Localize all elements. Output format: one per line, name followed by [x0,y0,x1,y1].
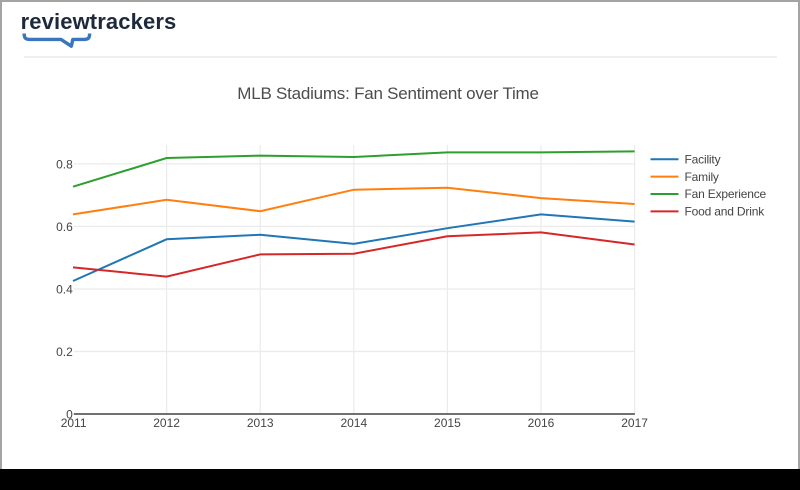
svg-text:0.4: 0.4 [56,282,73,296]
svg-text:2016: 2016 [528,416,555,430]
svg-text:2013: 2013 [247,416,274,430]
svg-text:0.8: 0.8 [56,157,73,171]
svg-text:0: 0 [66,408,73,422]
svg-text:Food and Drink: Food and Drink [685,205,766,219]
svg-text:2011: 2011 [61,416,87,430]
svg-text:2012: 2012 [153,416,180,430]
svg-text:Family: Family [685,170,719,184]
svg-text:2014: 2014 [340,416,367,430]
svg-text:2017: 2017 [621,416,648,430]
svg-text:0.6: 0.6 [56,220,73,234]
svg-text:2015: 2015 [434,416,461,430]
svg-text:0.2: 0.2 [56,345,73,359]
svg-text:Facility: Facility [685,152,721,166]
svg-text:Fan Experience: Fan Experience [685,187,767,201]
